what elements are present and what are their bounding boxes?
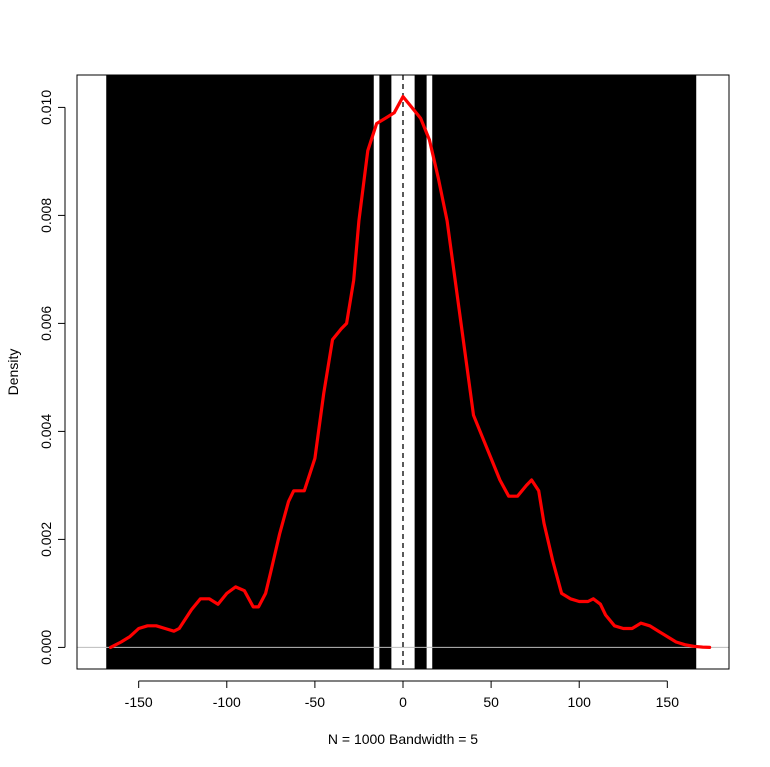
x-tick-label: 100 [568,694,592,710]
density-curve-0 [108,94,712,650]
x-tick-label: -100 [213,694,241,710]
y-tick-label: 0.010 [38,90,54,125]
x-tick-label: -150 [125,694,153,710]
x-tick-label: 50 [483,694,499,710]
y-tick-label: 0.002 [38,522,54,557]
y-tick-label: 0.008 [38,198,54,233]
x-tick-label: 150 [656,694,680,710]
y-tick-label: 0.004 [38,414,54,449]
vertical-lines [106,75,697,669]
y-tick-label: 0.006 [38,306,54,341]
x-axis: -150 -100 -50 0 50 100 150 [125,680,680,710]
x-tick-label: -50 [305,694,325,710]
x-tick-label: 0 [399,694,407,710]
density-series [108,94,712,650]
x-axis-label: N = 1000 Bandwidth = 5 [328,731,478,747]
y-axis: 0.000 0.002 0.004 0.006 0.008 0.010 [38,90,66,665]
y-tick-label: 0.000 [38,630,54,665]
y-axis-label: Density [5,349,21,396]
plot-frame [76,74,730,670]
